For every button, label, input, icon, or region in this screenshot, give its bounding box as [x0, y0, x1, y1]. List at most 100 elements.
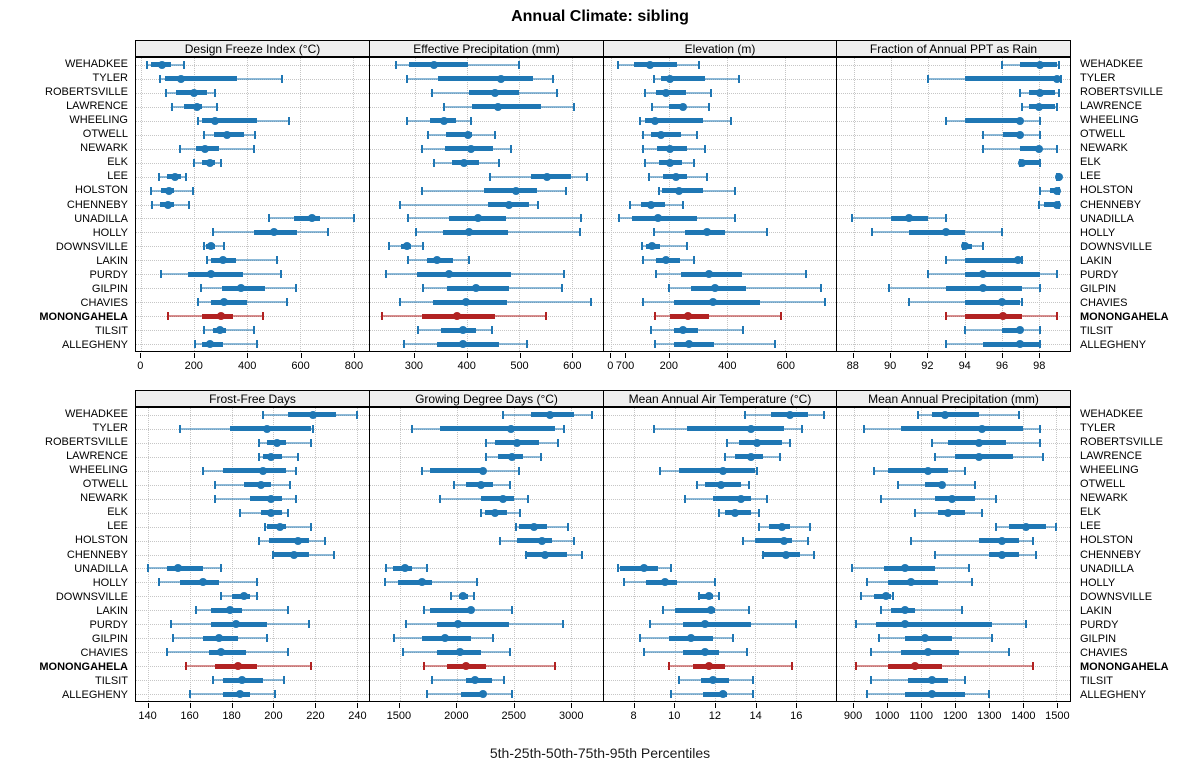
whisker-cap-5th	[261, 410, 264, 419]
station-label-otwell: OTWELL	[1080, 478, 1126, 491]
axis-tick-label: 0	[607, 360, 614, 372]
median-dot	[684, 340, 693, 349]
whisker-cap-5th	[945, 312, 948, 321]
station-label-otwell: OTWELL	[82, 128, 128, 141]
whisker-cap-5th	[640, 242, 643, 251]
whisker-cap-5th	[402, 648, 405, 657]
whisker-cap-5th	[655, 270, 658, 279]
whisker-cap-95th	[295, 466, 298, 475]
axis-tick	[1023, 703, 1025, 708]
iqr-bar	[184, 104, 203, 110]
axis-tick-label: 10	[668, 710, 681, 722]
whisker-cap-95th	[752, 690, 755, 699]
iqr-bar	[223, 468, 286, 474]
whisker-cap-5th	[873, 466, 876, 475]
station-label-lakin: LAKIN	[1080, 604, 1112, 617]
whisker-cap-95th	[309, 662, 312, 671]
whisker-cap-95th	[255, 592, 258, 601]
station-label-wehadkee: WEHADKEE	[65, 58, 128, 71]
whisker-line	[934, 553, 1037, 556]
iqr-bar	[645, 118, 703, 124]
gridline-horizontal	[604, 204, 836, 206]
median-dot	[538, 536, 547, 545]
whisker-cap-5th	[197, 116, 200, 125]
axis-tick	[927, 353, 929, 358]
median-dot	[704, 662, 713, 671]
whisker-cap-95th	[469, 116, 472, 125]
whisker-cap-95th	[580, 550, 583, 559]
whisker-cap-5th	[945, 340, 948, 349]
whisker-cap-5th	[933, 452, 936, 461]
whisker-cap-5th	[667, 662, 670, 671]
median-dot	[905, 214, 914, 223]
whisker-cap-95th	[1038, 438, 1041, 447]
whisker-cap-5th	[199, 284, 202, 293]
whisker-cap-95th	[1031, 662, 1034, 671]
whisker-cap-5th	[1039, 186, 1042, 195]
whisker-cap-95th	[326, 228, 329, 237]
whisker-cap-95th	[539, 452, 542, 461]
whisker-cap-5th	[629, 200, 632, 209]
station-label-elk: ELK	[1080, 506, 1101, 519]
whisker-cap-5th	[854, 662, 857, 671]
whisker-cap-95th	[808, 522, 811, 531]
whisker-cap-95th	[994, 494, 997, 503]
gridline-horizontal	[370, 596, 603, 598]
whisker-cap-95th	[788, 438, 791, 447]
whisker-cap-5th	[171, 102, 173, 111]
median-dot	[960, 242, 969, 251]
gridline-horizontal	[604, 554, 836, 556]
median-dot	[997, 298, 1006, 307]
median-dot	[947, 494, 956, 503]
whisker-cap-5th	[430, 88, 433, 97]
median-dot	[177, 74, 185, 83]
iqr-bar	[875, 621, 993, 627]
station-label-elk: ELK	[107, 506, 128, 519]
whisker-cap-95th	[492, 634, 495, 643]
iqr-bar	[964, 299, 1021, 305]
whisker-cap-95th	[794, 620, 797, 629]
gridline-horizontal	[136, 204, 369, 206]
median-dot	[747, 424, 756, 433]
whisker-line	[195, 343, 257, 346]
whisker-cap-95th	[1025, 620, 1028, 629]
panel-axis: 0 200 400 600	[603, 353, 837, 377]
median-dot	[709, 298, 718, 307]
median-dot	[924, 648, 933, 657]
gridline-horizontal	[837, 204, 1070, 206]
axis-tick	[1001, 353, 1003, 358]
panel-axis: 88 90 92 94 96 98	[836, 353, 1071, 377]
station-label-tilsit: TILSIT	[1080, 674, 1114, 687]
axis-tick-label: 14	[749, 710, 762, 722]
panel-strip: Mean Annual Precipitation (mm)	[836, 390, 1071, 407]
whisker-cap-5th	[525, 550, 528, 559]
iqr-bar	[755, 538, 792, 544]
median-dot	[1053, 200, 1062, 209]
whisker-cap-5th	[650, 102, 653, 111]
whisker-cap-5th	[982, 144, 985, 153]
whisker-cap-5th	[195, 606, 198, 615]
median-dot	[662, 256, 671, 265]
station-label-allegheny: ALLEGHENY	[1080, 338, 1147, 351]
whisker-cap-5th	[654, 312, 657, 321]
whisker-cap-95th	[556, 438, 559, 447]
median-dot	[459, 158, 468, 167]
station-label-holston: HOLSTON	[1080, 534, 1133, 547]
whisker-cap-5th	[166, 312, 169, 321]
whisker-cap-95th	[806, 536, 809, 545]
whisker-cap-95th	[572, 536, 575, 545]
gridline-horizontal	[136, 64, 369, 66]
iqr-bar	[437, 621, 509, 627]
iqr-bar	[208, 649, 247, 655]
whisker-line	[655, 343, 776, 346]
whisker-cap-5th	[917, 410, 920, 419]
whisker-cap-95th	[812, 550, 815, 559]
station-label-otwell: OTWELL	[1080, 128, 1126, 141]
whisker-cap-95th	[820, 284, 823, 293]
whisker-cap-95th	[752, 676, 755, 685]
whisker-cap-5th	[201, 466, 204, 475]
whisker-cap-5th	[407, 214, 410, 223]
axis-tick-label: 300	[404, 360, 424, 372]
whisker-cap-5th	[159, 74, 162, 83]
median-dot	[666, 158, 675, 167]
